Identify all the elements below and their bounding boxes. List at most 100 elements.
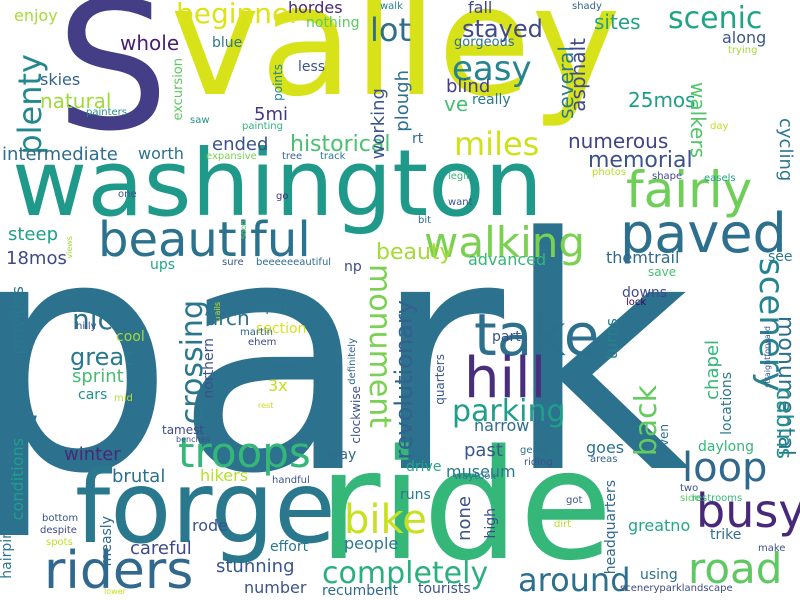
word-bit: bit bbox=[418, 215, 432, 226]
word-points: points bbox=[271, 64, 285, 101]
word-soon: soon bbox=[239, 220, 248, 240]
word-miles: miles bbox=[454, 125, 540, 163]
word-paved: paved bbox=[620, 202, 787, 265]
word-25mos: 25mos bbox=[628, 88, 696, 112]
word-narrow: narrow bbox=[474, 416, 530, 435]
word-valley: valley bbox=[170, 0, 622, 130]
word-rode: rode bbox=[192, 516, 229, 535]
word-high: high bbox=[483, 508, 499, 539]
word-daylong: daylong bbox=[698, 439, 754, 455]
word-riders: riders bbox=[44, 541, 194, 600]
word-busy: busy bbox=[696, 484, 800, 538]
word-using: using bbox=[640, 567, 678, 583]
word-S: S bbox=[56, 0, 169, 170]
word-straightforward: straightforward bbox=[763, 326, 772, 388]
word-loop: loop bbox=[682, 445, 768, 491]
word-cabins: cabins bbox=[771, 388, 796, 460]
word-turns: turns bbox=[602, 318, 621, 360]
word-natural: natural bbox=[40, 89, 112, 113]
word-section: section bbox=[256, 321, 307, 337]
word-tamest: tamest bbox=[162, 423, 205, 437]
word-3x: 3x bbox=[268, 376, 288, 395]
word-lot: lot bbox=[370, 11, 412, 49]
word-downs: downs bbox=[622, 285, 668, 301]
word-benches: benches bbox=[176, 435, 210, 444]
word-fall: fall bbox=[468, 0, 493, 17]
word-painting: painting bbox=[242, 121, 283, 132]
word-conditions: conditions bbox=[8, 438, 27, 521]
word-areas: areas bbox=[590, 454, 618, 465]
word-less: less bbox=[298, 59, 326, 75]
word-forge: forge bbox=[75, 449, 336, 566]
word-sprint: sprint bbox=[72, 366, 124, 387]
word-quarters: quarters bbox=[433, 354, 447, 405]
word-beautiful: beautiful bbox=[98, 212, 311, 268]
word-drive: drive bbox=[406, 459, 442, 475]
word-beeeeeeautiful: beeeeeeautiful bbox=[256, 257, 332, 268]
word-one: one bbox=[118, 189, 137, 200]
word-provides: provides bbox=[8, 286, 27, 355]
word-ve: ve bbox=[444, 92, 469, 116]
word-bottom: bottom bbox=[42, 513, 79, 524]
word-definitely: definitely bbox=[347, 338, 358, 385]
word-take: take bbox=[474, 301, 600, 369]
word-great: great bbox=[70, 343, 134, 371]
word-memorial: memorial bbox=[588, 148, 693, 173]
word-restrooms: restrooms bbox=[692, 493, 743, 504]
word-historical: historical bbox=[290, 132, 391, 157]
word-road: road bbox=[688, 544, 783, 593]
word-nice: nice bbox=[72, 303, 131, 336]
word-make: make bbox=[758, 543, 786, 554]
word-handful: handful bbox=[272, 475, 310, 486]
word-w: w bbox=[12, 403, 39, 441]
word-rest: rest bbox=[258, 401, 274, 410]
word-stunning: stunning bbox=[216, 556, 295, 577]
word-track: track bbox=[320, 151, 346, 162]
word-martin: martin bbox=[240, 327, 274, 338]
word-expansive: expansive bbox=[206, 151, 257, 162]
word-save: save bbox=[648, 265, 677, 279]
word-recumbent: recumbent bbox=[322, 583, 399, 599]
word-clockwise: clockwise bbox=[349, 386, 363, 444]
word-effort: effort bbox=[270, 539, 309, 555]
word-legit: legit bbox=[448, 171, 470, 182]
word-tree: tree bbox=[282, 151, 303, 162]
word-enjoy: enjoy bbox=[14, 6, 58, 25]
word-blue: blue bbox=[212, 35, 243, 51]
word-excursion: excursion bbox=[171, 58, 186, 121]
word-ups: ups bbox=[150, 257, 176, 273]
word-see: see bbox=[768, 249, 793, 265]
word-advanced: advanced bbox=[468, 250, 547, 269]
word-working: working bbox=[368, 88, 389, 160]
word-beginner: beginner bbox=[176, 0, 301, 30]
word-knox: knox bbox=[268, 361, 302, 377]
word-hilly: hilly bbox=[76, 321, 97, 332]
word-hordes: hordes bbox=[288, 0, 343, 17]
word-way: way bbox=[328, 447, 357, 463]
word-blind: blind bbox=[446, 76, 491, 97]
word-ride: ride bbox=[318, 417, 613, 594]
word-shape: shape bbox=[652, 171, 683, 182]
word-worth: worth bbox=[138, 144, 184, 163]
word-plough: plough bbox=[392, 70, 413, 132]
word-cars: cars bbox=[78, 387, 108, 403]
word-tourists: tourists bbox=[418, 581, 471, 597]
word-park: park bbox=[0, 169, 691, 544]
word-spots: spots bbox=[46, 537, 73, 548]
word-along: along bbox=[722, 28, 767, 47]
word-around: around bbox=[518, 561, 631, 599]
word-saw: saw bbox=[190, 115, 210, 126]
word-5mi: 5mi bbox=[254, 104, 288, 125]
word-views: views bbox=[65, 236, 74, 259]
word-locations: locations bbox=[719, 372, 735, 435]
word-winter: winter bbox=[64, 444, 121, 465]
word-gears: gears bbox=[520, 445, 548, 456]
word-none: none bbox=[454, 496, 475, 541]
word-intermediate: intermediate bbox=[2, 144, 118, 165]
word-washington: washington bbox=[12, 130, 543, 237]
word-greatno: greatno bbox=[628, 516, 691, 535]
word-parking: parking bbox=[452, 394, 566, 429]
word-sure: sure bbox=[222, 257, 244, 268]
word-whole: whole bbox=[120, 31, 180, 55]
word-headquarters: headquarters bbox=[603, 480, 619, 575]
